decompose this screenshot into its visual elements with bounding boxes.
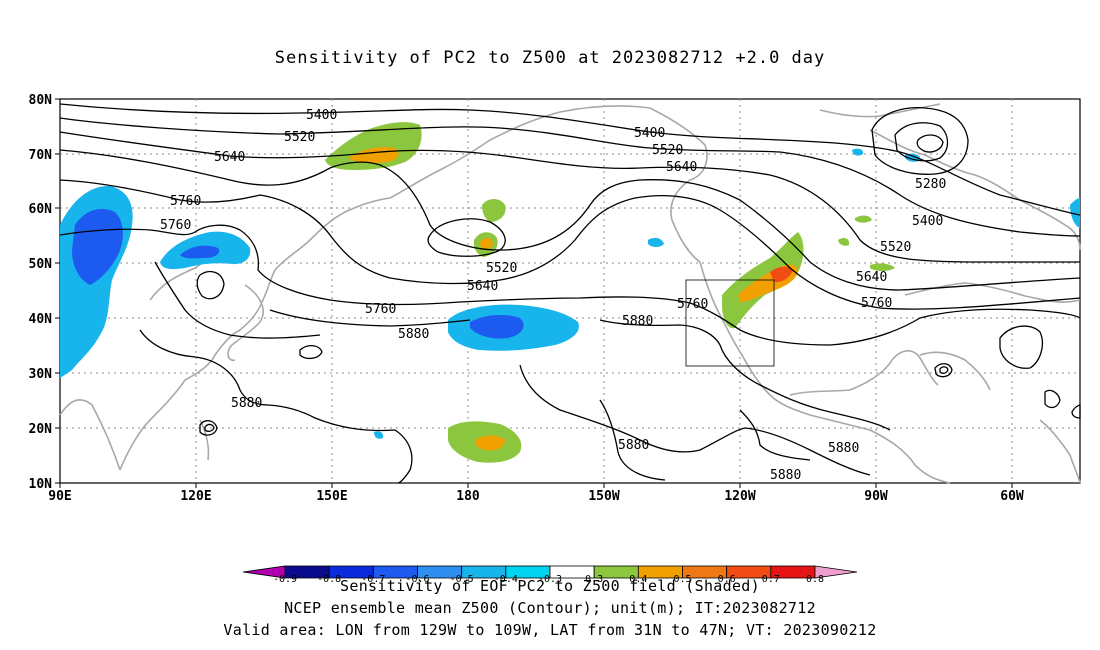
lon-labels: 90E 120E 150E 180 150W 120W 90W 60W <box>48 489 1024 504</box>
lon-label-90w: 90W <box>864 489 888 504</box>
pos-patch-dateline-1 <box>482 199 506 222</box>
neg-patch-small-4 <box>374 431 384 439</box>
contour-labels: 5400 5520 5640 5760 5760 5400 5520 5640 … <box>160 108 946 483</box>
colorbar-labels: -0.9 -0.8 -0.7 -0.6 -0.5 -0.4 -0.3 0.3 0.4 0.5 0.6… <box>273 574 824 585</box>
lat-label-20n: 20N <box>29 422 53 437</box>
lon-label-120e: 120E <box>180 489 211 504</box>
footer-line-1: Sensitivity of EOF PC2 to Z500 field (Sh… <box>340 577 760 595</box>
colorbar-label: 0.4 <box>629 574 647 585</box>
colorbar-label: -0.9 <box>273 574 297 585</box>
pos-patch-small-6 <box>870 263 895 271</box>
contour-label: 5520 <box>284 130 315 145</box>
contour-label: 5400 <box>306 108 337 123</box>
lat-label-60n: 60N <box>29 202 53 217</box>
contour-label: 5520 <box>486 261 517 276</box>
contour-label: 5640 <box>214 150 245 165</box>
contour-label: 5880 <box>770 468 801 483</box>
colorbar-label: -0.6 <box>405 574 429 585</box>
pos-patch-na-west-red <box>770 266 793 283</box>
colorbar-label: -0.3 <box>538 574 562 585</box>
closed-contour-low-ne-3 <box>916 134 944 153</box>
pos-patch-dateline-2-inner <box>480 237 493 250</box>
pos-patch-small-7 <box>838 237 850 246</box>
closed-contour-east-2 <box>939 366 949 374</box>
contour-label: 5520 <box>880 240 911 255</box>
neg-patch-asia-mid-inner <box>180 245 220 259</box>
chart-title: Sensitivity of PC2 to Z500 at 2023082712… <box>274 48 826 68</box>
lat-label-10n: 10N <box>29 477 53 492</box>
neg-patch-small-2 <box>852 148 864 156</box>
colorbar-label: -0.7 <box>361 574 385 585</box>
lat-label-30n: 30N <box>29 367 53 382</box>
shaded-field-positive <box>325 122 895 463</box>
colorbar-label: -0.8 <box>317 574 341 585</box>
neg-patch-east <box>1070 198 1080 228</box>
lat-label-50n: 50N <box>29 257 53 272</box>
closed-contour-east-1 <box>934 363 953 378</box>
colorbar <box>242 565 858 579</box>
valid-area-box <box>685 279 775 367</box>
z500-contours <box>59 103 1081 484</box>
contour-label: 5640 <box>856 270 887 285</box>
lon-label-60w: 60W <box>1000 489 1024 504</box>
neg-patch-asia-west-inner <box>72 208 123 285</box>
colorbar-label: 0.7 <box>762 574 780 585</box>
footer-line-2: NCEP ensemble mean Z500 (Contour); unit(… <box>284 599 816 617</box>
neg-patch-pacific-inner <box>470 314 524 339</box>
contour-label: 5760 <box>861 296 892 311</box>
shaded-field-negative <box>60 148 1080 439</box>
colorbar-label: 0.8 <box>806 574 824 585</box>
lon-label-180: 180 <box>456 489 480 504</box>
contour-label: 5640 <box>666 160 697 175</box>
lon-label-150e: 150E <box>316 489 347 504</box>
contour-label: 5880 <box>398 327 429 342</box>
colorbar-label: 0.6 <box>718 574 736 585</box>
pos-patch-subtropic-inner <box>474 435 505 451</box>
colorbar-swatch <box>814 565 858 579</box>
contour-label: 5880 <box>231 396 262 411</box>
lat-label-40n: 40N <box>29 312 53 327</box>
neg-patch-small-1 <box>648 237 664 247</box>
contour-label: 5760 <box>170 194 201 209</box>
pos-patch-small-5 <box>855 215 872 223</box>
colorbar-label: 0.3 <box>585 574 603 585</box>
lon-label-150w: 150W <box>588 489 619 504</box>
contour-label: 5760 <box>677 297 708 312</box>
closed-contour-low-ne <box>871 106 969 175</box>
contour-label: 5880 <box>618 438 649 453</box>
closed-contour-low-ne-2 <box>894 122 949 162</box>
colorbar-label: 0.5 <box>673 574 691 585</box>
lat-labels: 80N 70N 60N 50N 40N 30N 20N 10N <box>29 93 53 492</box>
contour-label: 5760 <box>365 302 396 317</box>
contour-label: 5280 <box>915 177 946 192</box>
closed-contour-east-3 <box>999 325 1044 369</box>
lat-label-70n: 70N <box>29 148 53 163</box>
colorbar-label: -0.4 <box>494 574 518 585</box>
axis-ticks <box>55 98 1013 488</box>
closed-contour-sub-1 <box>199 420 218 436</box>
contour-label: 5520 <box>652 143 683 158</box>
contour-label: 5640 <box>467 279 498 294</box>
footer-line-3: Valid area: LON from 129W to 109W, LAT f… <box>223 621 877 639</box>
closed-contour-sub-2 <box>204 423 215 432</box>
lon-label-90e: 90E <box>48 489 71 504</box>
closed-contour-pac-small <box>299 345 323 360</box>
colorbar-label: -0.5 <box>450 574 474 585</box>
lat-label-80n: 80N <box>29 93 53 108</box>
contour-label: 5760 <box>160 218 191 233</box>
lon-label-120w: 120W <box>724 489 755 504</box>
contour-label: 5880 <box>828 441 859 456</box>
contour-label: 5400 <box>912 214 943 229</box>
contour-label: 5880 <box>622 314 653 329</box>
closed-contour-asia <box>196 270 225 300</box>
contour-label: 5400 <box>634 126 665 141</box>
closed-contour-pacific-low <box>427 218 506 257</box>
